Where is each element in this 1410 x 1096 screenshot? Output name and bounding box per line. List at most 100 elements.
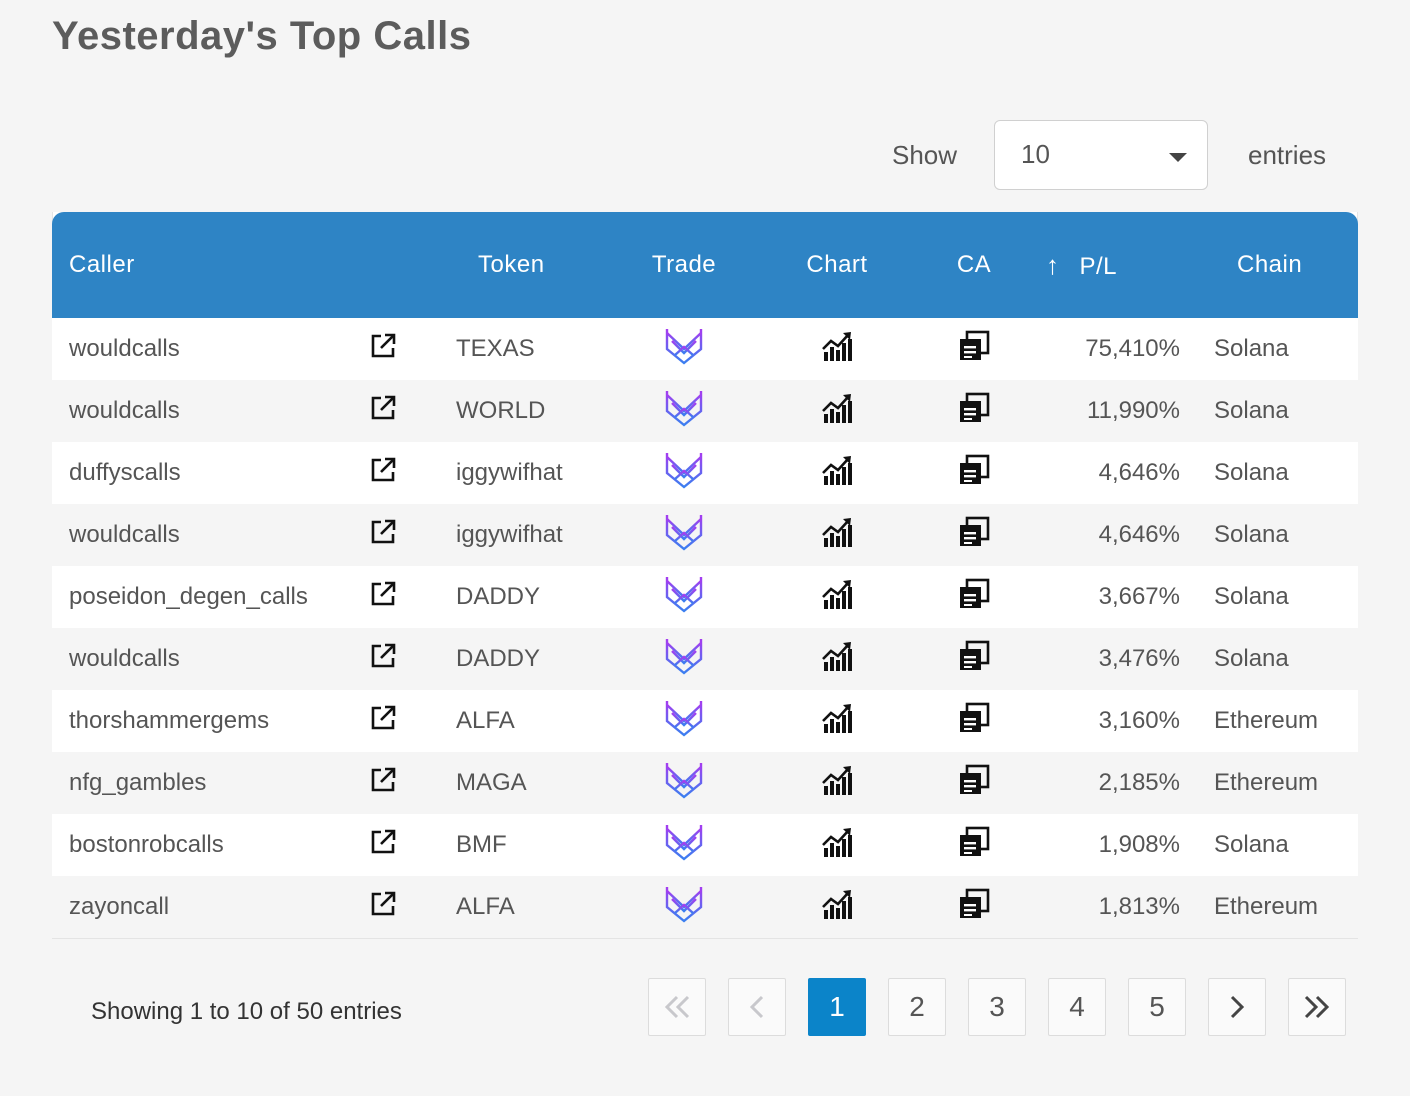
trade-logo-icon[interactable] bbox=[664, 823, 704, 868]
previous-page-button[interactable] bbox=[728, 978, 786, 1036]
trade-cell bbox=[612, 690, 756, 752]
chart-icon[interactable] bbox=[821, 392, 853, 431]
external-link-icon[interactable] bbox=[370, 395, 396, 428]
pl-cell: 3,476% bbox=[1030, 628, 1202, 690]
token-cell: ALFA bbox=[438, 690, 612, 752]
chart-icon[interactable] bbox=[821, 702, 853, 741]
chart-icon[interactable] bbox=[821, 764, 853, 803]
page-button-3[interactable]: 3 bbox=[968, 978, 1026, 1036]
chart-icon[interactable] bbox=[821, 578, 853, 617]
column-header-chart[interactable]: Chart bbox=[756, 212, 918, 318]
external-link-icon[interactable] bbox=[370, 767, 396, 800]
token-cell: iggywifhat bbox=[438, 442, 612, 504]
trade-logo-icon[interactable] bbox=[664, 637, 704, 682]
caller-cell[interactable]: nfg_gambles bbox=[52, 752, 354, 814]
trade-logo-icon[interactable] bbox=[664, 513, 704, 558]
copy-icon[interactable] bbox=[958, 330, 990, 369]
pl-cell: 3,667% bbox=[1030, 566, 1202, 628]
trade-logo-icon[interactable] bbox=[664, 575, 704, 620]
pl-cell: 1,908% bbox=[1030, 814, 1202, 876]
chevron-left-icon bbox=[749, 995, 764, 1019]
chain-cell: Solana bbox=[1202, 628, 1358, 690]
table-row: wouldcalls TEXAS 75,410% Solana bbox=[52, 318, 1358, 380]
copy-icon[interactable] bbox=[958, 516, 990, 555]
chart-icon[interactable] bbox=[821, 888, 853, 927]
column-header-caller[interactable]: Caller bbox=[52, 212, 354, 318]
chart-icon[interactable] bbox=[821, 826, 853, 865]
column-header-pl-label: P/L bbox=[1079, 252, 1118, 280]
caller-cell[interactable]: duffyscalls bbox=[52, 442, 354, 504]
sort-ascending-icon: ↑ bbox=[1046, 249, 1060, 280]
last-page-button[interactable] bbox=[1288, 978, 1346, 1036]
entries-select[interactable]: 10 bbox=[994, 120, 1208, 190]
chart-icon[interactable] bbox=[821, 330, 853, 369]
column-header-token[interactable]: Token bbox=[438, 212, 612, 318]
show-label: Show bbox=[892, 140, 958, 170]
chain-cell: Solana bbox=[1202, 504, 1358, 566]
chart-icon[interactable] bbox=[821, 454, 853, 493]
column-header-chain[interactable]: Chain bbox=[1202, 212, 1358, 318]
trade-logo-icon[interactable] bbox=[664, 761, 704, 806]
copy-icon[interactable] bbox=[958, 826, 990, 865]
chart-cell bbox=[756, 814, 918, 876]
ca-cell bbox=[918, 318, 1030, 380]
caller-cell[interactable]: wouldcalls bbox=[52, 318, 354, 380]
page-button-1[interactable]: 1 bbox=[808, 978, 866, 1036]
trade-logo-icon[interactable] bbox=[664, 885, 704, 930]
external-link-icon[interactable] bbox=[370, 581, 396, 614]
caller-cell[interactable]: wouldcalls bbox=[52, 380, 354, 442]
page-button-5[interactable]: 5 bbox=[1128, 978, 1186, 1036]
external-link-icon[interactable] bbox=[370, 519, 396, 552]
column-header-pl[interactable]: ↑ P/L bbox=[1030, 212, 1202, 318]
caret-down-icon bbox=[1169, 153, 1187, 162]
caller-cell[interactable]: wouldcalls bbox=[52, 504, 354, 566]
ca-cell bbox=[918, 752, 1030, 814]
external-link-icon[interactable] bbox=[370, 457, 396, 490]
column-header-trade[interactable]: Trade bbox=[612, 212, 756, 318]
copy-icon[interactable] bbox=[958, 640, 990, 679]
external-link-icon[interactable] bbox=[370, 643, 396, 676]
caller-cell[interactable]: thorshammergems bbox=[52, 690, 354, 752]
pl-cell: 3,160% bbox=[1030, 690, 1202, 752]
chart-icon[interactable] bbox=[821, 516, 853, 555]
copy-icon[interactable] bbox=[958, 578, 990, 617]
column-header-ca[interactable]: CA bbox=[918, 212, 1030, 318]
ca-cell bbox=[918, 566, 1030, 628]
open-caller-cell bbox=[354, 690, 438, 752]
open-caller-cell bbox=[354, 442, 438, 504]
copy-icon[interactable] bbox=[958, 392, 990, 431]
external-link-icon[interactable] bbox=[370, 891, 396, 924]
token-cell: TEXAS bbox=[438, 318, 612, 380]
first-page-button[interactable] bbox=[648, 978, 706, 1036]
table-row: wouldcalls iggywifhat 4,646% Solana bbox=[52, 504, 1358, 566]
external-link-icon[interactable] bbox=[370, 333, 396, 366]
chart-icon[interactable] bbox=[821, 640, 853, 679]
trade-logo-icon[interactable] bbox=[664, 327, 704, 372]
caller-cell[interactable]: poseidon_degen_calls bbox=[52, 566, 354, 628]
chart-cell bbox=[756, 442, 918, 504]
trade-logo-icon[interactable] bbox=[664, 699, 704, 744]
external-link-icon[interactable] bbox=[370, 829, 396, 862]
table-row: wouldcalls DADDY 3,476% Solana bbox=[52, 628, 1358, 690]
copy-icon[interactable] bbox=[958, 454, 990, 493]
trade-logo-icon[interactable] bbox=[664, 451, 704, 496]
trade-logo-icon[interactable] bbox=[664, 389, 704, 434]
caller-cell[interactable]: bostonrobcalls bbox=[52, 814, 354, 876]
copy-icon[interactable] bbox=[958, 702, 990, 741]
token-cell: iggywifhat bbox=[438, 504, 612, 566]
caller-cell[interactable]: zayoncall bbox=[52, 876, 354, 938]
trade-cell bbox=[612, 628, 756, 690]
copy-icon[interactable] bbox=[958, 888, 990, 927]
table-row: zayoncall ALFA 1,813% Ethereum bbox=[52, 876, 1358, 938]
page-button-2[interactable]: 2 bbox=[888, 978, 946, 1036]
next-page-button[interactable] bbox=[1208, 978, 1266, 1036]
pl-cell: 11,990% bbox=[1030, 380, 1202, 442]
table-row: duffyscalls iggywifhat 4,646% Solana bbox=[52, 442, 1358, 504]
caller-cell[interactable]: wouldcalls bbox=[52, 628, 354, 690]
chart-cell bbox=[756, 876, 918, 938]
page-button-4[interactable]: 4 bbox=[1048, 978, 1106, 1036]
external-link-icon[interactable] bbox=[370, 705, 396, 738]
copy-icon[interactable] bbox=[958, 764, 990, 803]
trade-cell bbox=[612, 442, 756, 504]
table-row: nfg_gambles MAGA 2,185% Ethereum bbox=[52, 752, 1358, 814]
